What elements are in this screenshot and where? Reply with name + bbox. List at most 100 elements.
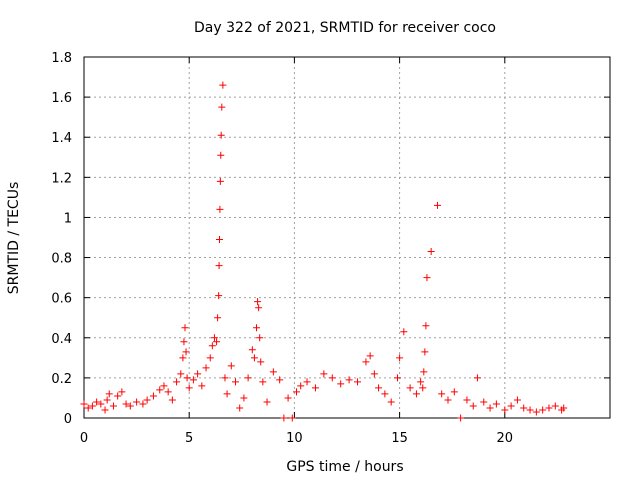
data-point: [470, 402, 477, 409]
data-point: [371, 370, 378, 377]
data-point: [400, 328, 407, 335]
data-point: [255, 304, 262, 311]
data-point: [293, 388, 300, 395]
data-point: [253, 324, 260, 331]
data-point: [527, 406, 534, 413]
data-point: [180, 338, 187, 345]
data-point: [177, 370, 184, 377]
data-point: [209, 342, 216, 349]
data-point: [106, 390, 113, 397]
y-tick-label: 1.2: [51, 171, 72, 186]
data-point: [110, 402, 117, 409]
data-point: [508, 402, 515, 409]
data-point: [232, 378, 239, 385]
x-tick-label: 0: [80, 431, 88, 446]
data-point: [285, 394, 292, 401]
data-point: [434, 202, 441, 209]
data-point: [254, 298, 261, 305]
data-point: [533, 408, 540, 415]
data-point: [81, 400, 88, 407]
data-point: [312, 384, 319, 391]
data-point: [203, 364, 210, 371]
data-point: [218, 104, 225, 111]
data-point: [240, 394, 247, 401]
x-tick-label: 5: [185, 431, 193, 446]
data-point: [139, 400, 146, 407]
data-point: [156, 386, 163, 393]
data-point: [259, 378, 266, 385]
data-point: [245, 374, 252, 381]
data-point: [221, 374, 228, 381]
data-point: [184, 374, 191, 381]
data-point: [183, 348, 190, 355]
data-point: [451, 388, 458, 395]
data-point: [354, 378, 361, 385]
data-point: [552, 402, 559, 409]
data-point: [407, 384, 414, 391]
data-point: [463, 396, 470, 403]
data-point: [487, 404, 494, 411]
data-point: [219, 82, 226, 89]
data-point: [276, 376, 283, 383]
data-point: [346, 376, 353, 383]
data-point: [362, 358, 369, 365]
data-point: [423, 274, 430, 281]
x-tick-label: 20: [497, 431, 514, 446]
data-point: [396, 354, 403, 361]
data-point: [419, 384, 426, 391]
data-point: [420, 368, 427, 375]
data-point: [413, 390, 420, 397]
chart-title: Day 322 of 2021, SRMTID for receiver coc…: [194, 20, 496, 36]
data-point: [388, 398, 395, 405]
data-points: [81, 82, 568, 422]
data-point: [114, 392, 121, 399]
y-tick-label: 0: [64, 412, 72, 427]
y-tick-label: 0.2: [51, 372, 72, 387]
data-point: [493, 400, 500, 407]
data-point: [501, 406, 508, 413]
data-point: [186, 384, 193, 391]
data-point: [179, 354, 186, 361]
data-point: [216, 236, 223, 243]
data-point: [133, 398, 140, 405]
data-point: [169, 396, 176, 403]
data-point: [438, 390, 445, 397]
data-point: [102, 406, 109, 413]
data-point: [375, 384, 382, 391]
data-point: [474, 374, 481, 381]
data-point: [257, 358, 264, 365]
data-point: [236, 404, 243, 411]
data-point: [218, 132, 225, 139]
plot-frame: [84, 57, 610, 418]
data-point: [224, 390, 231, 397]
data-point: [165, 388, 172, 395]
data-point: [198, 382, 205, 389]
data-point: [514, 396, 521, 403]
data-point: [381, 390, 388, 397]
y-tick-label: 0.4: [51, 332, 72, 347]
y-tick-label: 0.8: [51, 252, 72, 267]
data-point: [421, 348, 428, 355]
data-point: [304, 378, 311, 385]
data-point: [207, 354, 214, 361]
y-tick-label: 1.8: [51, 51, 72, 66]
data-point: [173, 378, 180, 385]
data-point: [270, 368, 277, 375]
y-axis-label: SRMTID / TECUs: [6, 182, 22, 295]
data-point: [428, 248, 435, 255]
data-point: [256, 334, 263, 341]
data-point: [194, 370, 201, 377]
data-point: [545, 404, 552, 411]
data-point: [422, 322, 429, 329]
data-point: [251, 354, 258, 361]
data-point: [228, 362, 235, 369]
data-point: [216, 262, 223, 269]
y-tick-label: 1.6: [51, 91, 72, 106]
data-point: [367, 352, 374, 359]
axes: [84, 57, 610, 418]
data-point: [160, 382, 167, 389]
data-point: [394, 374, 401, 381]
data-point: [417, 378, 424, 385]
tick-labels: 0 0.2 0.4 0.6 0.8 1 1.2 1.4 1.6 1.8 0 5 10 15 20: [51, 51, 513, 446]
data-point: [329, 374, 336, 381]
